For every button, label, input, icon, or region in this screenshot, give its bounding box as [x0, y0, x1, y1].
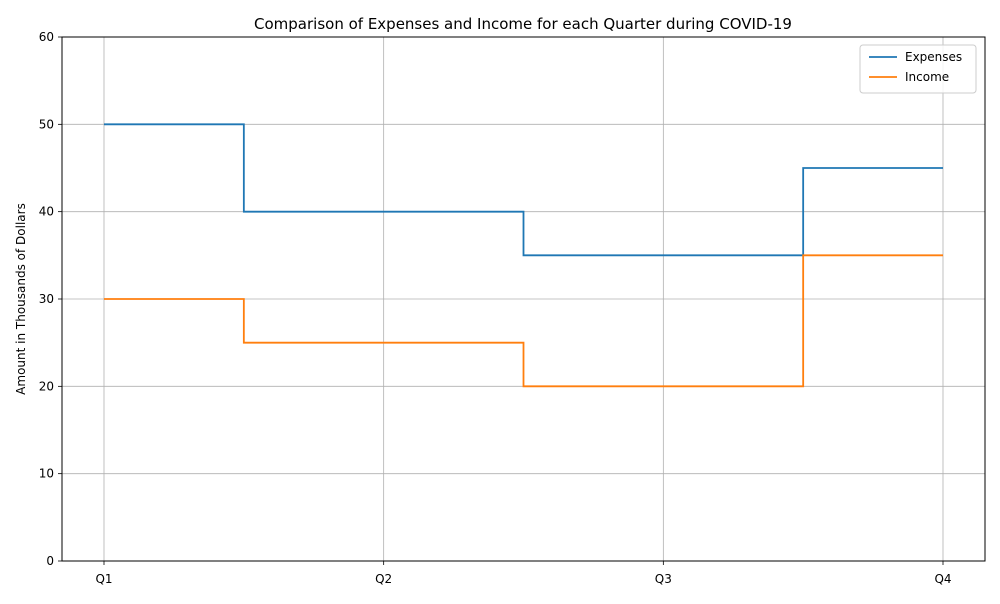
- series-lines: [104, 123, 943, 388]
- x-axis-ticks: Q1 Q2 Q3 Q4: [95, 561, 952, 586]
- y-tick-label: 0: [46, 554, 54, 568]
- y-axis-ticks: 0 10 20 30 40 50 60: [39, 30, 62, 568]
- y-tick-label: 40: [39, 205, 54, 219]
- legend-label: Expenses: [905, 50, 962, 64]
- y-tick-label: 30: [39, 292, 54, 306]
- legend-label: Income: [905, 70, 949, 84]
- x-tick-label: Q2: [375, 572, 392, 586]
- series-line-expenses: [104, 123, 943, 257]
- legend: Expenses Income: [859, 44, 977, 94]
- y-tick-label: 10: [39, 467, 54, 481]
- y-axis-label: Amount in Thousands of Dollars: [14, 203, 28, 395]
- x-tick-label: Q1: [95, 572, 112, 586]
- x-tick-label: Q4: [934, 572, 951, 586]
- chart-title: Comparison of Expenses and Income for ea…: [254, 15, 792, 33]
- y-tick-label: 20: [39, 379, 54, 393]
- x-tick-label: Q3: [655, 572, 672, 586]
- y-tick-label: 50: [39, 117, 54, 131]
- series-line-income: [104, 254, 943, 388]
- y-tick-label: 60: [39, 30, 54, 44]
